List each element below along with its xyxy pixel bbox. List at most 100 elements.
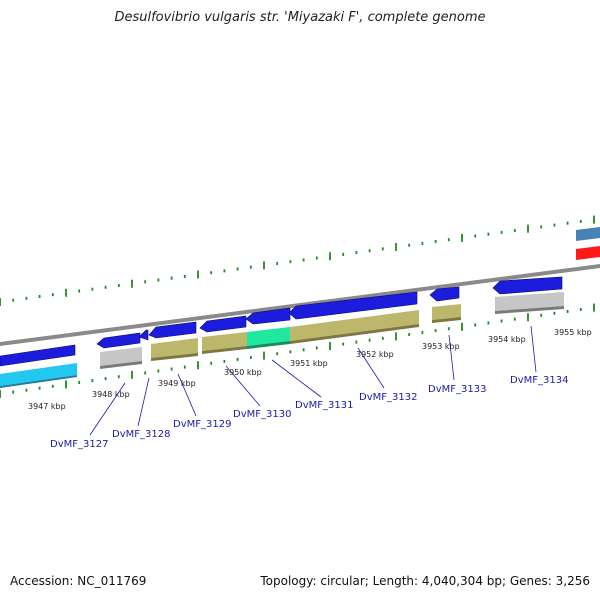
lower-minor-tick	[12, 390, 15, 394]
upper-minor-tick	[513, 229, 516, 232]
feature-light-blue[interactable]	[0, 363, 77, 386]
leader-3134	[530, 325, 537, 373]
leader-3133	[448, 334, 455, 381]
gene-arrow-3126[interactable]	[0, 344, 76, 367]
gene-arrow-3132[interactable]	[288, 291, 418, 320]
upper-minor-tick	[540, 225, 543, 229]
leader-3132	[357, 347, 385, 389]
lower-major-tick	[263, 351, 265, 360]
upper-minor-tick	[487, 232, 490, 236]
lower-minor-tick	[500, 319, 503, 323]
locus-label-3132[interactable]: DvMF_3132	[359, 392, 417, 403]
lower-minor-tick	[249, 356, 252, 359]
locus-label-3128[interactable]: DvMF_3128	[112, 429, 170, 440]
gene-arrow-3127[interactable]	[96, 332, 141, 349]
feature-khaki-3132[interactable]	[290, 310, 419, 341]
lower-major-tick	[593, 303, 595, 312]
upper-minor-tick	[144, 280, 147, 284]
feature-gray-3127-shadow	[100, 361, 142, 369]
leader-3131	[271, 359, 322, 398]
gene-arrow-3128[interactable]	[138, 329, 149, 341]
feature-gray-3127[interactable]	[100, 347, 142, 366]
upper-tick-ruler	[0, 215, 595, 306]
feature-khaki-3129-shadow	[151, 353, 198, 361]
lower-minor-tick	[117, 375, 120, 379]
lower-minor-tick	[289, 350, 292, 354]
locus-label-3127[interactable]: DvMF_3127	[50, 439, 108, 450]
scale-label-3955: 3955 kbp	[554, 328, 592, 337]
upper-minor-tick	[566, 221, 569, 225]
upper-minor-tick	[236, 267, 239, 271]
lower-minor-tick	[421, 331, 424, 334]
lower-minor-tick	[170, 367, 173, 371]
feature-khaki-3129[interactable]	[151, 338, 198, 358]
feature-khaki-3133-shadow	[432, 317, 461, 323]
lower-minor-tick	[434, 329, 437, 333]
locus-label-3131[interactable]: DvMF_3131	[295, 400, 353, 411]
scale-label-3952: 3952 kbp	[356, 350, 394, 359]
lower-minor-tick	[474, 323, 477, 327]
leader-3129	[177, 373, 197, 417]
upper-major-tick	[527, 224, 529, 233]
lower-minor-tick	[342, 342, 345, 346]
scale-labels: 3947 kbp 3948 kbp 3949 kbp 3950 kbp 3951…	[28, 328, 592, 411]
upper-minor-tick	[289, 260, 292, 264]
lower-minor-tick	[381, 336, 384, 340]
upper-minor-tick	[408, 243, 411, 247]
upper-minor-tick	[421, 241, 424, 245]
locus-label-3129[interactable]: DvMF_3129	[173, 419, 231, 430]
feature-steel-blue[interactable]	[576, 227, 600, 241]
leader-3127	[89, 382, 126, 436]
upper-minor-tick	[302, 258, 305, 262]
lower-minor-tick	[157, 369, 160, 373]
upper-minor-tick	[210, 271, 213, 275]
gene-arrow-3133[interactable]	[429, 286, 460, 302]
feature-khaki-3130[interactable]	[202, 332, 247, 351]
lower-minor-tick	[91, 379, 94, 383]
feature-red[interactable]	[576, 246, 600, 260]
upper-minor-tick	[170, 276, 173, 280]
upper-minor-tick	[117, 284, 120, 287]
upper-minor-tick	[157, 278, 160, 282]
locus-label-3134[interactable]: DvMF_3134	[510, 375, 568, 386]
leader-3130	[225, 365, 261, 407]
scale-label-3948: 3948 kbp	[92, 390, 130, 399]
gene-arrow-3129[interactable]	[148, 321, 197, 339]
upper-minor-tick	[183, 274, 186, 278]
lower-minor-tick	[104, 377, 107, 381]
feature-khaki-3130-shadow	[202, 346, 247, 354]
lower-minor-tick	[487, 321, 490, 325]
lower-minor-tick	[144, 371, 147, 375]
feature-gray-3134[interactable]	[495, 292, 564, 311]
lower-minor-tick	[408, 333, 411, 336]
leader-3128	[137, 377, 150, 427]
upper-minor-tick	[12, 298, 15, 302]
feature-khaki-3132-shadow	[290, 324, 419, 344]
lower-minor-tick	[276, 352, 279, 356]
locus-label-3130[interactable]: DvMF_3130	[233, 409, 291, 420]
feature-khaki-3133[interactable]	[432, 304, 461, 320]
label-leaders	[89, 325, 537, 436]
upper-major-tick	[0, 298, 1, 306]
upper-minor-tick	[223, 269, 226, 273]
scale-label-3954: 3954 kbp	[488, 335, 526, 344]
lower-minor-tick	[566, 309, 569, 313]
lower-minor-tick	[38, 386, 41, 390]
upper-minor-tick	[25, 296, 28, 300]
lower-minor-tick	[579, 308, 582, 311]
upper-major-tick	[461, 233, 463, 242]
lower-minor-tick	[302, 348, 305, 352]
lower-major-tick	[329, 342, 331, 350]
lower-minor-tick	[25, 388, 28, 392]
genome-backbone	[0, 264, 600, 346]
gene-arrow-3130[interactable]	[199, 315, 247, 333]
feature-green-highlight[interactable]	[247, 327, 290, 346]
locus-label-3133[interactable]: DvMF_3133	[428, 384, 486, 395]
upper-minor-tick	[38, 295, 41, 298]
upper-minor-tick	[91, 287, 94, 291]
lower-minor-tick	[513, 317, 516, 321]
upper-minor-tick	[474, 234, 477, 238]
lower-minor-tick	[183, 365, 186, 369]
gene-arrow-3134[interactable]	[492, 276, 563, 295]
